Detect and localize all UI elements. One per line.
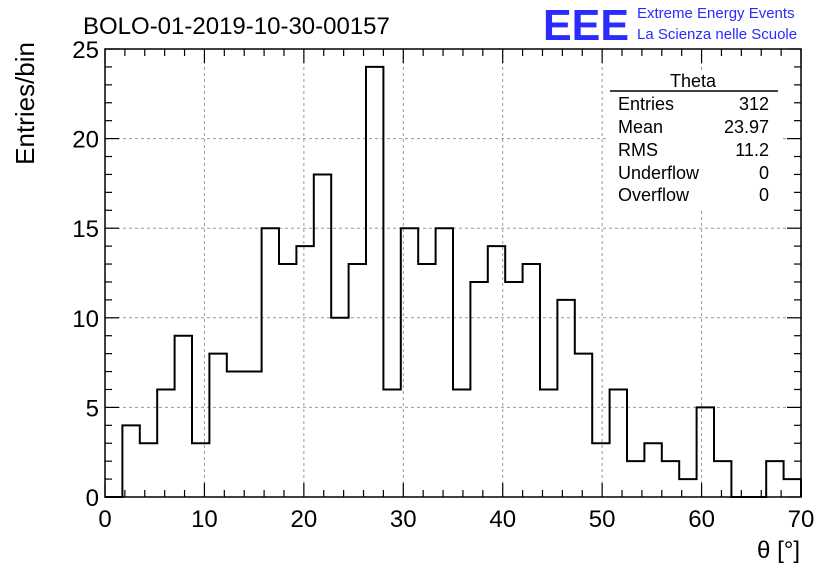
stats-label-entries: Entries xyxy=(618,94,674,114)
eee-logo: EEE Extreme Energy Events La Scienza nel… xyxy=(543,1,797,50)
histogram-bin xyxy=(523,264,540,497)
y-tick-label: 10 xyxy=(72,306,99,333)
stats-value-rms: 11.2 xyxy=(735,140,769,160)
histogram-bin xyxy=(592,443,609,497)
y-axis-label: Entries/bin xyxy=(10,42,40,165)
histogram-bin xyxy=(662,461,679,497)
histogram-outline xyxy=(105,65,802,498)
x-tick-labels: 0 10 20 30 40 50 60 70 xyxy=(98,506,814,533)
histogram-bin xyxy=(714,461,731,497)
histogram-bin xyxy=(140,443,157,497)
histogram-bin xyxy=(366,67,383,497)
x-tick-label: 60 xyxy=(688,506,715,533)
stats-label-rms: RMS xyxy=(618,140,658,160)
histogram-bin xyxy=(157,389,174,497)
x-tick-label: 50 xyxy=(589,506,616,533)
x-tick-label: 10 xyxy=(191,506,218,533)
logo-mark: EEE xyxy=(543,1,629,50)
logo-line-2: La Scienza nelle Scuole xyxy=(637,26,797,43)
histogram-bin xyxy=(784,479,801,497)
plot-frame xyxy=(104,48,802,498)
y-tick-label: 0 xyxy=(86,485,99,512)
y-tick-label: 15 xyxy=(72,216,99,243)
histogram-bin xyxy=(575,354,592,497)
chart-title: BOLO-01-2019-10-30-00157 xyxy=(83,13,390,40)
stats-value-overflow: 0 xyxy=(759,185,769,205)
histogram-bin xyxy=(331,318,348,497)
histogram-bin xyxy=(175,336,192,497)
x-tick-label: 30 xyxy=(390,506,417,533)
stats-box: Theta Entries 312 Mean 23.97 RMS 11.2 Un… xyxy=(607,70,782,210)
histogram-bin xyxy=(540,389,557,497)
y-tick-labels: 0 5 10 15 20 25 xyxy=(72,37,99,512)
y-tick-label: 25 xyxy=(72,37,99,64)
x-tick-label: 20 xyxy=(291,506,318,533)
stats-value-entries: 312 xyxy=(739,94,769,114)
histogram-series xyxy=(105,65,802,498)
histogram-bin xyxy=(262,228,279,497)
histogram-bin xyxy=(349,264,366,497)
histogram-bin xyxy=(192,443,209,497)
histogram-bin xyxy=(401,228,418,497)
histogram-bin xyxy=(505,282,522,497)
histogram-bin xyxy=(488,246,505,497)
histogram-bin xyxy=(227,372,244,497)
stats-value-underflow: 0 xyxy=(759,163,769,183)
histogram-bin xyxy=(436,228,453,497)
histogram-bin xyxy=(418,264,435,497)
histogram-bin xyxy=(470,282,487,497)
axis-ticks xyxy=(104,48,802,498)
stats-box-title: Theta xyxy=(670,71,717,91)
histogram-bin xyxy=(610,389,627,497)
histogram-bin xyxy=(644,443,661,497)
x-tick-label: 0 xyxy=(98,506,111,533)
histogram-bin xyxy=(314,174,331,497)
histogram-bin xyxy=(453,389,470,497)
x-tick-label: 40 xyxy=(489,506,516,533)
y-tick-label: 20 xyxy=(72,127,99,154)
x-axis-label: θ [°] xyxy=(757,537,800,564)
histogram-bin xyxy=(383,389,400,497)
y-tick-label: 5 xyxy=(86,395,99,422)
histogram-bin xyxy=(209,354,226,497)
histogram-bin xyxy=(557,300,574,497)
stats-label-underflow: Underflow xyxy=(618,163,700,183)
histogram-bin xyxy=(122,425,139,497)
histogram-bin xyxy=(697,407,714,497)
histogram-bin xyxy=(296,246,313,497)
histogram-bin xyxy=(244,372,261,497)
x-tick-label: 70 xyxy=(788,506,815,533)
logo-line-1: Extreme Energy Events xyxy=(637,5,795,22)
stats-box-background xyxy=(607,70,782,210)
histogram-bin xyxy=(279,264,296,497)
stats-label-mean: Mean xyxy=(618,117,663,137)
stats-value-mean: 23.97 xyxy=(724,117,769,137)
stats-label-overflow: Overflow xyxy=(618,185,690,205)
